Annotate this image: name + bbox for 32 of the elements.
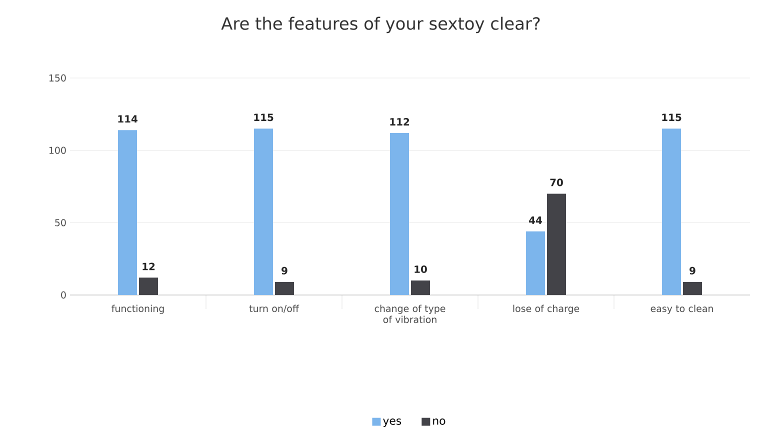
data-label: 44 <box>529 216 542 224</box>
data-label: 10 <box>414 265 427 274</box>
data-label: 112 <box>390 118 410 126</box>
x-tick-label: lose of charge <box>513 304 580 314</box>
data-label: 12 <box>142 262 155 270</box>
x-tick-label: turn on/off <box>249 304 300 313</box>
bar <box>138 278 158 295</box>
data-label: 9 <box>690 266 696 274</box>
bar <box>390 132 410 295</box>
bar <box>526 231 546 295</box>
x-tick-label: functioning <box>112 304 164 314</box>
legend-label: no <box>433 418 446 425</box>
chart-title: Are the features of your sextoy clear? <box>221 16 540 34</box>
bar <box>662 128 682 295</box>
y-tick-label: 50 <box>55 219 66 226</box>
y-tick-label: 150 <box>49 74 66 82</box>
bar <box>118 130 138 295</box>
data-label: 115 <box>662 114 682 122</box>
bar <box>275 282 294 295</box>
y-tick-label: 0 <box>61 291 66 299</box>
bar <box>411 280 430 295</box>
bar <box>254 128 274 295</box>
x-tick-label: change of type of vibration <box>374 304 446 324</box>
data-label: 9 <box>282 266 288 274</box>
legend-label: yes <box>383 418 402 427</box>
y-tick-label: 100 <box>49 146 66 154</box>
data-label: 70 <box>550 178 563 186</box>
x-tick-label: easy to clean <box>650 304 713 314</box>
bar <box>547 194 566 295</box>
data-label: 115 <box>254 114 274 122</box>
data-label: 114 <box>118 115 138 123</box>
bar <box>683 282 702 295</box>
